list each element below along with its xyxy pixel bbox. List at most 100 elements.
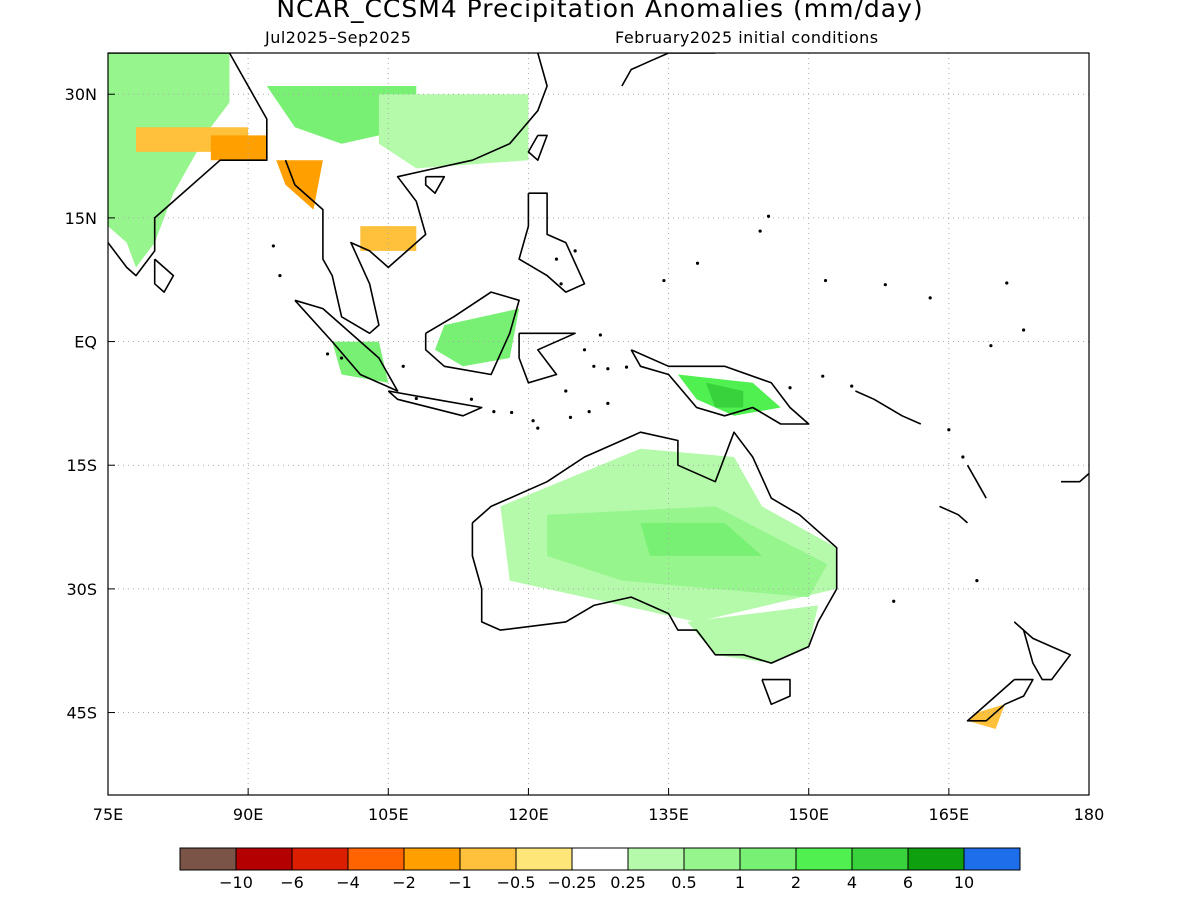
island-10 [758,229,762,233]
valid-period: Jul2025–Sep2025 [265,28,412,47]
coastline-19 [1061,472,1089,483]
lat-label-2: EQ [74,333,97,352]
colorbar-label-1: −6 [280,873,304,892]
colorbar-swatch-8 [627,847,685,871]
island-0 [587,410,591,414]
coastline-6 [518,332,576,384]
island-12 [823,278,828,283]
island-1 [568,415,573,420]
anomaly-region-0 [108,53,230,268]
coastline-3 [294,299,399,392]
coastline-14 [966,678,1034,722]
colorbar-label-9: 1 [735,873,745,892]
island-16 [1022,328,1026,332]
island-6 [624,365,629,369]
island-37 [325,352,330,356]
island-5 [606,367,610,371]
island-29 [554,257,559,261]
map-frame [107,52,1090,796]
colorbar-swatch-2 [291,847,349,871]
island-38 [559,282,563,286]
anomaly-region-5 [276,160,323,210]
colorbar-label-8: 0.5 [671,873,696,892]
anomaly-region-15 [967,704,1005,729]
island-27 [947,428,951,432]
lon-label-6: 165E [929,805,970,824]
lon-label-5: 150E [788,805,829,824]
anomaly-region-13 [640,522,762,556]
coastline-9 [424,175,446,194]
coastline-4 [387,390,483,417]
colorbar-label-7: 0.25 [610,873,646,892]
island-30 [573,249,577,253]
latitude-labels: 30N 15N EQ 15S 30S 45S [65,85,115,723]
coastline-7 [518,192,586,293]
island-14 [928,296,932,300]
coastline-0 [108,53,268,277]
anomaly-region-10 [705,382,744,408]
lon-label-7: 180 [1074,805,1105,824]
coastlines [83,53,1089,722]
lon-label-3: 120E [508,805,549,824]
lon-label-1: 90E [233,805,263,824]
coastline-8 [527,134,548,161]
coastline-16 [855,390,922,425]
colorbar-label-13: 10 [954,873,974,892]
island-25 [821,374,825,378]
lon-label-0: 75E [93,805,123,824]
island-20 [92,305,95,308]
colorbar-swatch-1 [235,847,293,871]
colorbar-label-2: −4 [336,873,360,892]
colorbar-swatch-6 [515,847,573,871]
colorbar-label-6: −0.25 [547,873,596,892]
initial-conditions: February2025 initial conditions [615,28,879,47]
coastline-12 [761,678,791,706]
colorbar-swatch-10 [739,847,797,871]
lat-label-0: 30N [65,85,97,104]
island-39 [592,364,596,368]
island-41 [564,389,568,393]
island-34 [469,397,474,401]
island-4 [492,410,496,414]
anomaly-region-2 [378,94,529,169]
island-15 [1005,281,1009,285]
island-36 [339,356,344,360]
colorbar-labels: −10 −6 −4 −2 −1 −0.5 −0.25 0.25 0.5 1 2 4 6 10 [219,873,974,892]
lon-label-2: 105E [368,805,409,824]
anomaly-field [108,53,1005,729]
lat-label-5: 45S [66,704,97,723]
island-21 [83,400,86,403]
coastline-2 [284,53,548,335]
coastline-15 [621,53,716,87]
island-28 [961,455,965,459]
coastline-10 [630,349,810,425]
colorbar-swatch-0 [179,847,237,871]
island-33 [414,396,418,401]
island-2 [531,419,535,423]
anomaly-region-7 [435,308,520,367]
lat-label-1: 15N [65,209,97,228]
coastline-17 [966,464,987,499]
colorbar-swatch-14 [963,847,1021,871]
colorbar-label-3: −2 [392,873,416,892]
gridlines [107,53,1090,795]
colorbar-swatch-12 [851,847,909,871]
colorbar-swatch-5 [459,847,517,871]
island-13 [883,283,887,287]
island-32 [401,364,405,368]
island-8 [662,278,666,283]
colorbar-label-5: −0.5 [497,873,536,892]
island-9 [695,261,700,265]
island-22 [975,579,979,583]
island-18 [271,244,275,248]
island-11 [766,214,771,218]
colorbar-swatch-4 [403,847,461,871]
coastline-13 [1013,621,1072,681]
lat-label-4: 30S [66,580,97,599]
coastline-11 [471,431,838,664]
anomaly-region-14 [687,605,819,664]
anomaly-region-4 [210,135,267,161]
island-24 [788,386,792,390]
coastline-5 [424,291,520,376]
